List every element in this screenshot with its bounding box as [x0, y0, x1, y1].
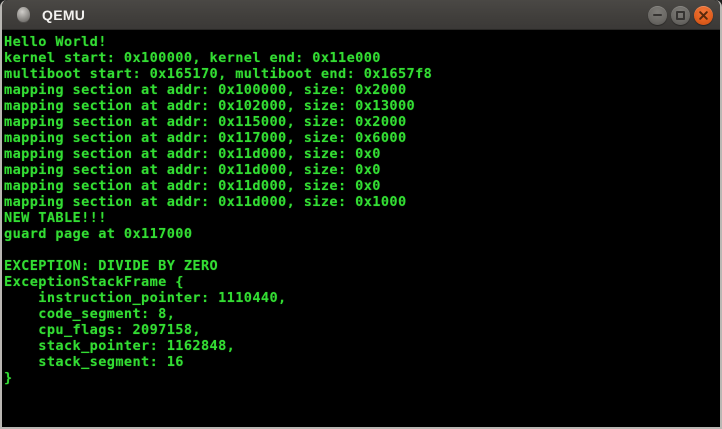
window-title: QEMU	[42, 6, 86, 23]
window-controls	[648, 0, 713, 30]
maximize-icon	[676, 10, 685, 20]
maximize-button[interactable]	[671, 5, 690, 25]
window-titlebar[interactable]: QEMU	[2, 0, 720, 30]
minimize-icon	[653, 14, 662, 16]
close-button[interactable]	[694, 5, 713, 25]
close-icon	[698, 10, 709, 21]
terminal-screen[interactable]: Hello World! kernel start: 0x100000, ker…	[2, 30, 720, 427]
qemu-icon	[17, 7, 30, 22]
minimize-button[interactable]	[648, 5, 667, 25]
terminal-output: Hello World! kernel start: 0x100000, ker…	[4, 34, 433, 386]
